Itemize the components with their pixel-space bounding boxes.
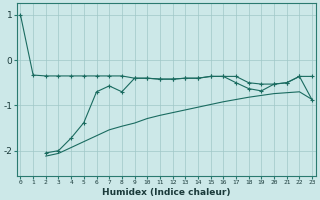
X-axis label: Humidex (Indice chaleur): Humidex (Indice chaleur) (102, 188, 230, 197)
